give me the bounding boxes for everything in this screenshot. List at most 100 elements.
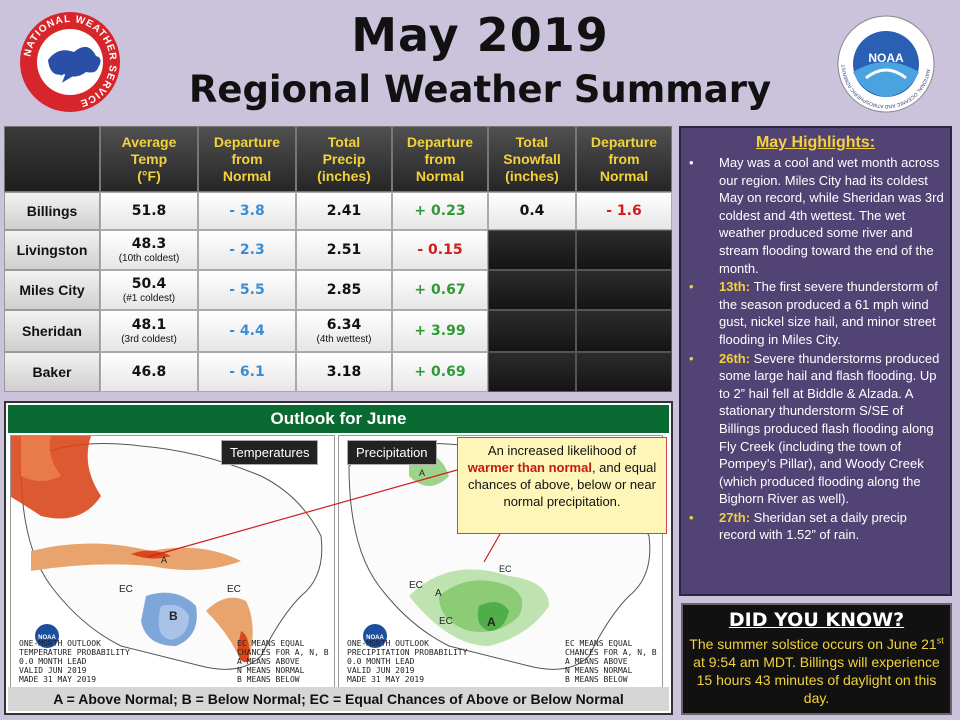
empty-cell xyxy=(576,270,672,310)
rank-note: (10th coldest) xyxy=(118,253,180,264)
caption-line: A MEANS ABOVE xyxy=(237,657,300,666)
precipitation-map-caption: ONE-MONTH OUTLOOK PRECIPITATION PROBABILI… xyxy=(347,639,467,684)
snow-value: 0.4 xyxy=(488,192,576,230)
empty-cell xyxy=(576,352,672,392)
value-text: - 3.8 xyxy=(229,203,265,219)
caption-line: CHANCES FOR A, N, B xyxy=(237,648,329,657)
empty-cell xyxy=(488,270,576,310)
value-text: 2.85 xyxy=(326,282,362,298)
value-text: 46.8 xyxy=(131,364,167,380)
city-name: Baker xyxy=(4,352,100,392)
table-header: Departure from Normal xyxy=(392,126,488,192)
nws-logo: NATIONAL WEATHER SERVICE xyxy=(20,12,120,112)
caption-line: VALID JUN 2019 xyxy=(19,666,87,675)
header-line: Total xyxy=(327,133,361,150)
header-line: Departure xyxy=(590,133,658,150)
temp-dep-value: - 2.3 xyxy=(198,230,296,270)
precip-value: 2.51 xyxy=(296,230,392,270)
caption-line: N MEANS NORMAL xyxy=(237,666,305,675)
precip-dep-value: + 0.69 xyxy=(392,352,488,392)
header-line: Average xyxy=(121,133,177,150)
highlight-text: The first severe thunderstorm of the sea… xyxy=(719,279,938,347)
svg-text:EC: EC xyxy=(227,584,241,595)
value-text: + 0.67 xyxy=(414,282,466,298)
table-header-blank xyxy=(4,126,100,192)
svg-text:EC: EC xyxy=(499,564,512,574)
empty-cell xyxy=(488,230,576,270)
value-text: + 3.99 xyxy=(414,323,466,339)
city-name: Sheridan xyxy=(4,310,100,352)
outlook-legend-footer: A = Above Normal; B = Below Normal; EC =… xyxy=(8,687,669,711)
caption-line: N MEANS NORMAL xyxy=(565,666,633,675)
caption-line: ONE-MONTH OUTLOOK xyxy=(347,639,429,648)
precip-value: 2.85 xyxy=(296,270,392,310)
caption-line: A MEANS ABOVE xyxy=(565,657,628,666)
precip-dep-value: + 3.99 xyxy=(392,310,488,352)
header-line: Departure xyxy=(213,133,281,150)
callout-warm: warmer than normal xyxy=(467,460,592,475)
caption-line: TEMPERATURE PROBABILITY xyxy=(19,648,130,657)
value-text: 48.3 xyxy=(131,236,167,252)
table-header: Average Temp (°F) xyxy=(100,126,198,192)
table-header: Total Precip (inches) xyxy=(296,126,392,192)
empty-cell xyxy=(576,310,672,352)
highlight-text: Sheridan set a daily precip record with … xyxy=(719,509,907,543)
caption-line: ONE-MONTH OUTLOOK xyxy=(19,639,101,648)
header-line: Precip xyxy=(322,150,366,167)
value-text: - 6.1 xyxy=(229,364,265,380)
precip-dep-value: - 0.15 xyxy=(392,230,488,270)
highlight-text: May was a cool and wet month across our … xyxy=(719,155,944,276)
caption-line: MADE 31 MAY 2019 xyxy=(347,675,425,684)
temperature-outlook-map: B EC EC A NOAA Temperatures ONE-MONTH OU… xyxy=(10,435,335,689)
value-text: 2.41 xyxy=(326,203,362,219)
rank-note: (4th wettest) xyxy=(316,334,372,345)
header-line: (inches) xyxy=(317,167,371,184)
highlights-panel: May Highlights: May was a cool and wet m… xyxy=(679,126,952,596)
temperature-map-caption: ONE-MONTH OUTLOOK TEMPERATURE PROBABILITY… xyxy=(19,639,130,684)
did-you-know-title: DID YOU KNOW? xyxy=(728,609,905,631)
precip-value: 3.18 xyxy=(296,352,392,392)
highlight-text: Severe thunderstorms produced some large… xyxy=(719,350,940,507)
value-text: 6.34 xyxy=(326,317,362,333)
noaa-text: NOAA xyxy=(868,51,904,65)
svg-text:EC: EC xyxy=(119,584,133,595)
value-text: 48.1 xyxy=(131,317,167,333)
noaa-logo: NOAA NATIONAL OCEANIC AND ATMOSPHERIC AD… xyxy=(836,14,935,113)
header-line: Normal xyxy=(222,167,272,184)
caption-line: MADE 31 MAY 2019 xyxy=(19,675,97,684)
temp-dep-value: - 4.4 xyxy=(198,310,296,352)
empty-cell xyxy=(488,310,576,352)
title-summary: Regional Weather Summary xyxy=(188,68,772,111)
svg-text:EC: EC xyxy=(409,580,423,591)
precip-value: 2.41 xyxy=(296,192,392,230)
temp-value: 50.4 (#1 coldest) xyxy=(100,270,198,310)
header-line: (°F) xyxy=(137,167,161,184)
precip-dep-value: + 0.23 xyxy=(392,192,488,230)
highlight-date: 13th: xyxy=(719,279,754,295)
caption-line: EC MEANS EQUAL xyxy=(565,639,633,648)
temp-dep-value: - 5.5 xyxy=(198,270,296,310)
value-text: - 2.3 xyxy=(229,242,265,258)
value-text: 0.4 xyxy=(519,203,545,219)
header-line: from xyxy=(424,150,456,167)
highlight-item: 13th: The first severe thunderstorm of t… xyxy=(689,278,944,348)
svg-text:NOAA: NOAA xyxy=(366,635,384,641)
header-line: Normal xyxy=(415,167,465,184)
svg-text:A: A xyxy=(435,588,442,599)
temp-value: 48.1 (3rd coldest) xyxy=(100,310,198,352)
city-name: Billings xyxy=(4,192,100,230)
value-text: 2.51 xyxy=(326,242,362,258)
svg-text:A: A xyxy=(419,468,425,478)
header-line: Total xyxy=(515,133,549,150)
value-text: - 0.15 xyxy=(417,242,463,258)
highlight-item: 27th: Sheridan set a daily precip record… xyxy=(689,509,944,544)
table-header: Departure from Normal xyxy=(576,126,672,192)
value-text: - 5.5 xyxy=(229,282,265,298)
outlook-title: Outlook for June xyxy=(8,405,669,433)
empty-cell xyxy=(488,352,576,392)
caption-line: PRECIPITATION PROBABILITY xyxy=(347,648,468,657)
did-you-know-text: The summer solstice occurs on June 21st … xyxy=(689,635,944,706)
highlight-date: 26th: xyxy=(719,350,754,366)
snow-dep-value: - 1.6 xyxy=(576,192,672,230)
